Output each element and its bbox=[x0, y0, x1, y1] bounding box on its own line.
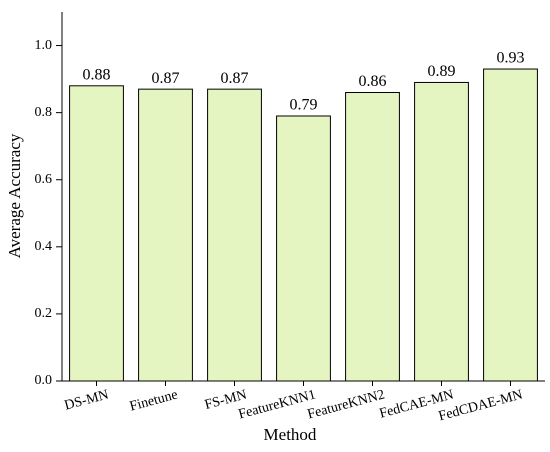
x-tick-label: FeatureKNN2 bbox=[306, 387, 386, 422]
y-tick-label: 1.0 bbox=[35, 38, 53, 53]
y-tick-label: 0.6 bbox=[35, 172, 53, 187]
bar bbox=[69, 85, 124, 382]
x-tick-label: FeatureKNN1 bbox=[237, 387, 317, 422]
y-tick-label: 0.0 bbox=[35, 373, 53, 388]
bar bbox=[276, 115, 331, 382]
y-axis-title: Average Accuracy bbox=[5, 133, 24, 258]
data-label: 0.88 bbox=[83, 66, 111, 83]
x-tick-label: DS-MN bbox=[63, 387, 110, 413]
data-label: 0.87 bbox=[152, 70, 180, 87]
y-tick-label: 0.4 bbox=[35, 239, 53, 254]
x-tick-label: Finetune bbox=[128, 387, 179, 414]
bar bbox=[138, 88, 193, 382]
x-axis-title: Method bbox=[264, 425, 317, 444]
data-label: 0.89 bbox=[428, 63, 456, 80]
bar bbox=[207, 88, 262, 382]
y-tick-label: 0.8 bbox=[35, 105, 53, 120]
data-label: 0.79 bbox=[290, 97, 318, 114]
bar bbox=[414, 81, 469, 382]
bar bbox=[345, 92, 400, 382]
bar bbox=[483, 68, 538, 382]
data-label: 0.87 bbox=[221, 70, 249, 87]
data-label: 0.86 bbox=[359, 73, 387, 90]
y-tick-label: 0.2 bbox=[35, 306, 53, 321]
data-label: 0.93 bbox=[497, 50, 525, 67]
